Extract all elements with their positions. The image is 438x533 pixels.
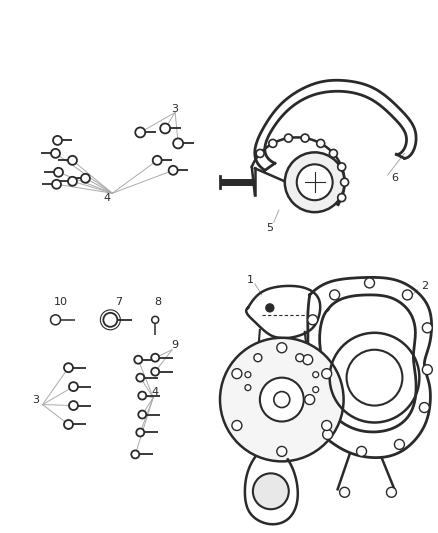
Text: 2: 2 — [421, 281, 428, 291]
Circle shape — [260, 378, 304, 422]
Circle shape — [160, 124, 170, 133]
Circle shape — [357, 447, 367, 456]
Circle shape — [134, 356, 142, 364]
Circle shape — [54, 168, 63, 177]
Circle shape — [285, 152, 345, 212]
Circle shape — [422, 365, 432, 375]
Text: 8: 8 — [155, 297, 162, 307]
Circle shape — [69, 382, 78, 391]
Text: 3: 3 — [172, 103, 179, 114]
Circle shape — [152, 317, 159, 324]
Circle shape — [64, 420, 73, 429]
Circle shape — [364, 278, 374, 288]
Circle shape — [321, 369, 332, 378]
Circle shape — [138, 410, 146, 418]
Circle shape — [303, 355, 313, 365]
Circle shape — [256, 149, 264, 157]
Circle shape — [329, 149, 337, 157]
Circle shape — [136, 429, 144, 437]
Circle shape — [308, 315, 318, 325]
Text: 5: 5 — [266, 223, 273, 233]
Text: 1: 1 — [247, 275, 254, 285]
Circle shape — [386, 487, 396, 497]
Circle shape — [395, 439, 404, 449]
Text: 3: 3 — [32, 394, 39, 405]
Circle shape — [232, 421, 242, 431]
Circle shape — [135, 127, 145, 138]
Circle shape — [245, 385, 251, 391]
Circle shape — [341, 178, 349, 186]
Circle shape — [339, 487, 350, 497]
Circle shape — [422, 323, 432, 333]
Circle shape — [245, 372, 251, 378]
Circle shape — [53, 136, 62, 145]
Circle shape — [103, 313, 117, 327]
Circle shape — [136, 374, 144, 382]
Circle shape — [301, 134, 309, 142]
Circle shape — [321, 421, 332, 431]
Circle shape — [68, 156, 77, 165]
Circle shape — [305, 394, 314, 405]
Circle shape — [323, 430, 332, 439]
Circle shape — [131, 450, 139, 458]
Circle shape — [69, 401, 78, 410]
Circle shape — [330, 290, 339, 300]
Circle shape — [151, 354, 159, 362]
Circle shape — [277, 447, 287, 456]
Circle shape — [151, 368, 159, 376]
Circle shape — [403, 290, 413, 300]
Circle shape — [313, 372, 319, 378]
Text: 6: 6 — [391, 173, 398, 183]
Circle shape — [52, 180, 61, 189]
Text: 7: 7 — [115, 297, 122, 307]
Circle shape — [220, 338, 343, 462]
Circle shape — [277, 343, 287, 353]
Circle shape — [232, 369, 242, 378]
Circle shape — [169, 166, 178, 175]
Circle shape — [81, 174, 90, 183]
Text: 10: 10 — [53, 297, 67, 307]
Circle shape — [296, 354, 304, 362]
Circle shape — [269, 140, 277, 148]
Circle shape — [338, 193, 346, 201]
Text: 4: 4 — [104, 193, 111, 203]
Circle shape — [419, 402, 429, 413]
Circle shape — [51, 149, 60, 158]
Circle shape — [153, 156, 162, 165]
Text: 4: 4 — [152, 386, 159, 397]
Circle shape — [68, 177, 77, 186]
Circle shape — [50, 315, 60, 325]
Text: 9: 9 — [172, 340, 179, 350]
Circle shape — [254, 354, 262, 362]
Circle shape — [297, 164, 332, 200]
Circle shape — [64, 363, 73, 372]
Circle shape — [284, 134, 293, 142]
Circle shape — [173, 139, 183, 148]
Circle shape — [274, 392, 290, 408]
Circle shape — [338, 163, 346, 171]
Circle shape — [317, 140, 325, 148]
Circle shape — [313, 386, 319, 393]
Circle shape — [266, 304, 274, 312]
Circle shape — [138, 392, 146, 400]
Circle shape — [253, 473, 289, 509]
